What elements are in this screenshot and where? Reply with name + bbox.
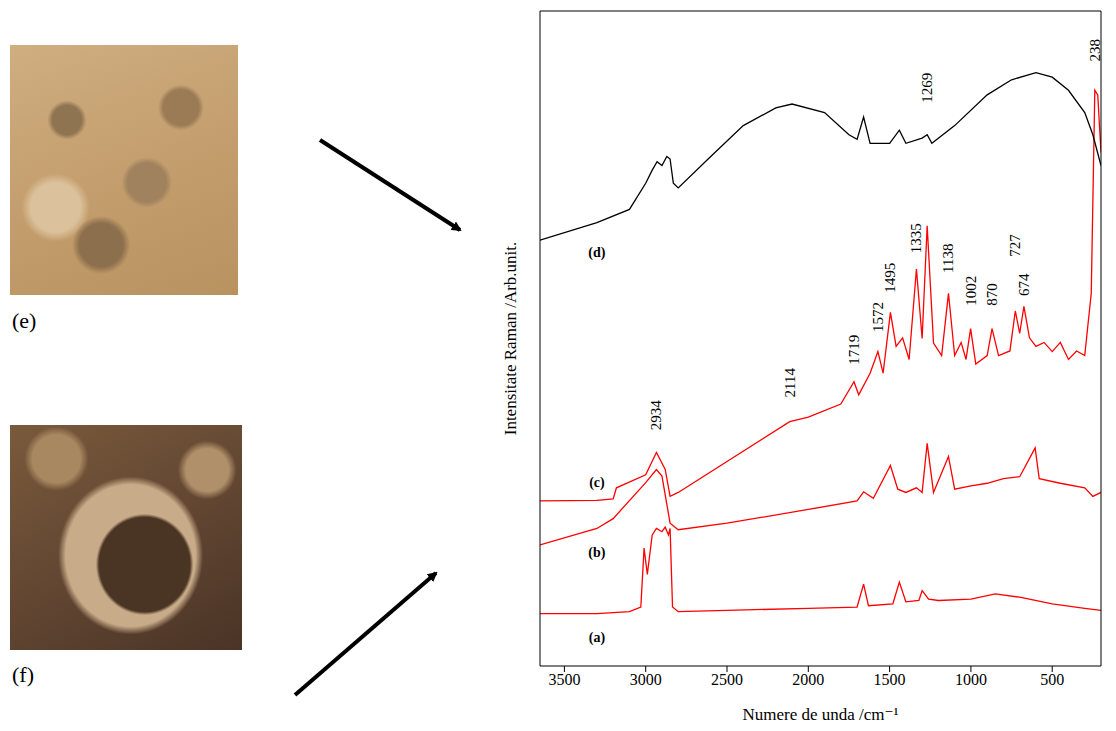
svg-text:1572: 1572: [870, 302, 886, 332]
svg-text:727: 727: [1007, 234, 1023, 257]
svg-text:1500: 1500: [874, 671, 906, 688]
html-text:(f): (f): [12, 662, 34, 687]
svg-text:674: 674: [1016, 273, 1032, 296]
svg-text:(c): (c): [589, 475, 605, 491]
svg-text:(b): (b): [588, 545, 605, 561]
svg-text:500: 500: [1040, 671, 1064, 688]
svg-text:2000: 2000: [792, 671, 824, 688]
svg-text:Numere de unda /cm⁻¹: Numere de unda /cm⁻¹: [742, 705, 898, 724]
svg-text:2500: 2500: [711, 671, 743, 688]
svg-text:2934: 2934: [648, 400, 664, 431]
svg-text:1335: 1335: [908, 223, 924, 253]
svg-text:3500: 3500: [548, 671, 580, 688]
svg-text:Intensitate Raman /Arb.unit.: Intensitate Raman /Arb.unit.: [501, 242, 520, 436]
html-text:(e): (e): [12, 308, 37, 333]
svg-text:870: 870: [984, 283, 1000, 306]
svg-text:1269: 1269: [919, 73, 935, 103]
svg-text:1719: 1719: [846, 335, 862, 365]
svg-text:1002: 1002: [963, 276, 979, 306]
svg-text:1138: 1138: [940, 244, 956, 273]
svg-text:3000: 3000: [630, 671, 662, 688]
svg-text:(a): (a): [589, 630, 606, 646]
svg-text:1495: 1495: [882, 263, 898, 293]
svg-text:238: 238: [1087, 39, 1103, 62]
svg-text:(d): (d): [588, 245, 605, 261]
svg-text:1000: 1000: [955, 671, 987, 688]
svg-text:2114: 2114: [782, 368, 798, 398]
